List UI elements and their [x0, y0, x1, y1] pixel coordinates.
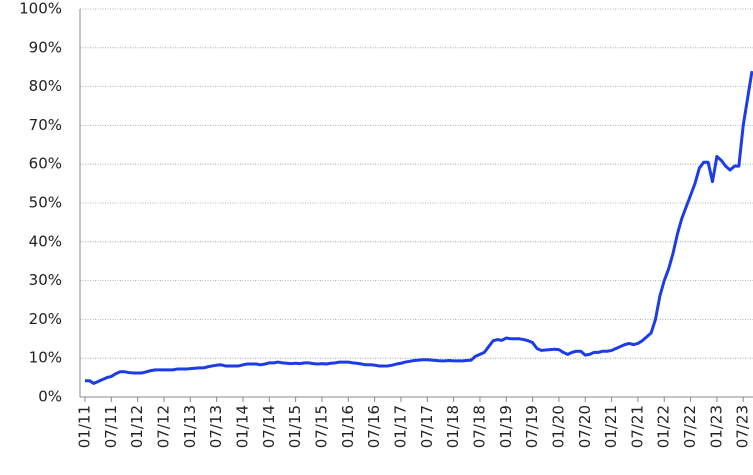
y-tick-label: 90%	[29, 38, 62, 56]
x-tick-label: 01/13	[181, 405, 199, 448]
y-tick-label: 10%	[29, 349, 62, 367]
x-tick-label: 07/23	[734, 405, 752, 448]
x-tick-label: 01/19	[497, 405, 515, 448]
x-tick-label: 07/14	[260, 405, 278, 448]
x-tick-label: 07/12	[154, 405, 172, 448]
y-tick-label: 100%	[19, 0, 62, 18]
x-tick-label: 07/15	[312, 405, 330, 448]
y-tick-label: 20%	[29, 310, 62, 328]
x-tick-label: 07/22	[681, 405, 699, 448]
x-tick-label: 01/17	[391, 405, 409, 448]
x-tick-label: 01/11	[76, 405, 94, 448]
x-tick-label: 07/20	[576, 405, 594, 448]
x-tick-label: 01/15	[286, 405, 304, 448]
x-tick-label: 01/22	[655, 405, 673, 448]
y-tick-label: 0%	[38, 388, 62, 406]
x-tick-label: 01/14	[233, 405, 251, 448]
x-tick-label: 01/18	[444, 405, 462, 448]
x-tick-label: 01/23	[707, 405, 725, 448]
x-tick-label: 01/21	[602, 405, 620, 448]
x-tick-label: 07/17	[418, 405, 436, 448]
x-tick-label: 01/16	[339, 405, 357, 448]
x-tick-label: 07/13	[207, 405, 225, 448]
line-series	[85, 70, 753, 385]
x-tick-label: 07/16	[365, 405, 383, 448]
y-tick-label: 50%	[29, 194, 62, 212]
y-tick-label: 40%	[29, 232, 62, 250]
y-tick-label: 60%	[29, 155, 62, 173]
x-tick-label: 01/12	[128, 405, 146, 448]
y-tick-label: 80%	[29, 77, 62, 95]
y-tick-label: 30%	[29, 271, 62, 289]
x-tick-label: 07/21	[628, 405, 646, 448]
x-tick-label: 07/19	[523, 405, 541, 448]
x-tick-label: 07/18	[470, 405, 488, 448]
y-tick-label: 70%	[29, 116, 62, 134]
x-tick-label: 01/20	[549, 405, 567, 448]
x-tick-label: 07/11	[102, 405, 120, 448]
